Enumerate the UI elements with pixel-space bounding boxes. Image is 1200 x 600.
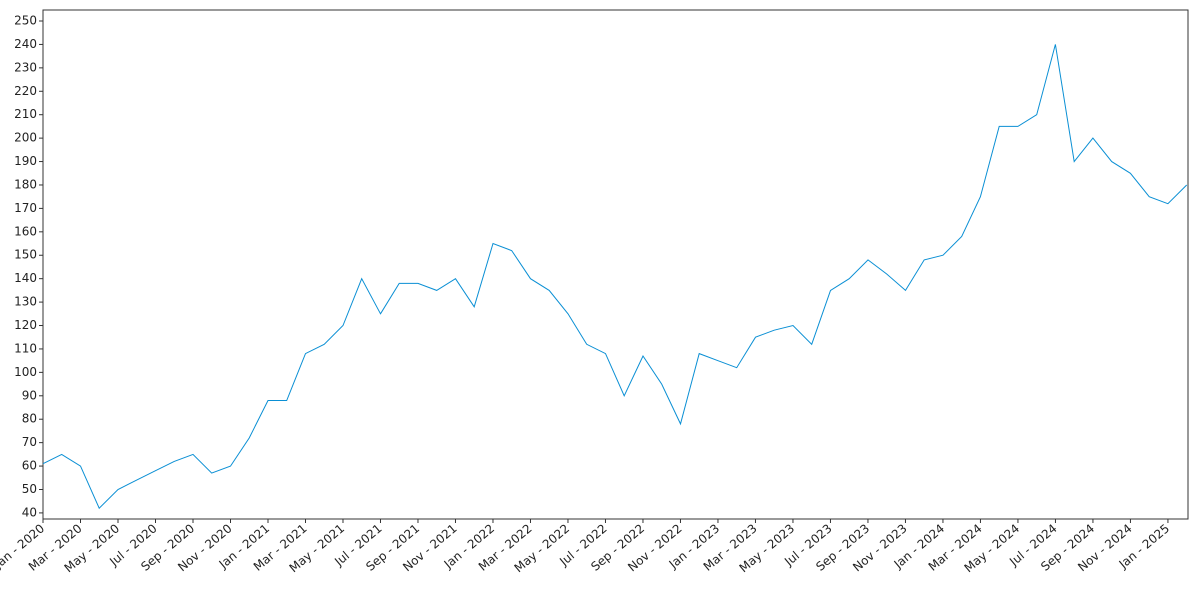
y-tick-label: 180 [14, 177, 37, 191]
y-tick-label: 110 [14, 341, 37, 355]
y-tick-label: 40 [22, 505, 37, 519]
y-tick-label: 120 [14, 318, 37, 332]
y-tick-label: 210 [14, 107, 37, 121]
y-tick-label: 240 [14, 37, 37, 51]
price-line [42, 44, 1188, 510]
y-tick-label: 160 [14, 224, 37, 238]
y-tick-label: 50 [22, 482, 37, 496]
y-tick-label: 190 [14, 154, 37, 168]
y-tick-label: 100 [14, 365, 37, 379]
y-tick-label: 90 [22, 388, 37, 402]
y-tick-label: 200 [14, 131, 37, 145]
y-tick-label: 230 [14, 60, 37, 74]
y-tick-label: 60 [22, 459, 37, 473]
y-tick-label: 220 [14, 84, 37, 98]
y-tick-label: 140 [14, 271, 37, 285]
y-tick-label: 250 [14, 14, 37, 28]
y-tick-label: 80 [22, 412, 37, 426]
y-tick-label: 130 [14, 295, 37, 309]
y-tick-label: 150 [14, 248, 37, 262]
y-tick-label: 70 [22, 435, 37, 449]
plot-frame [42, 9, 1189, 520]
y-tick-label: 170 [14, 201, 37, 215]
